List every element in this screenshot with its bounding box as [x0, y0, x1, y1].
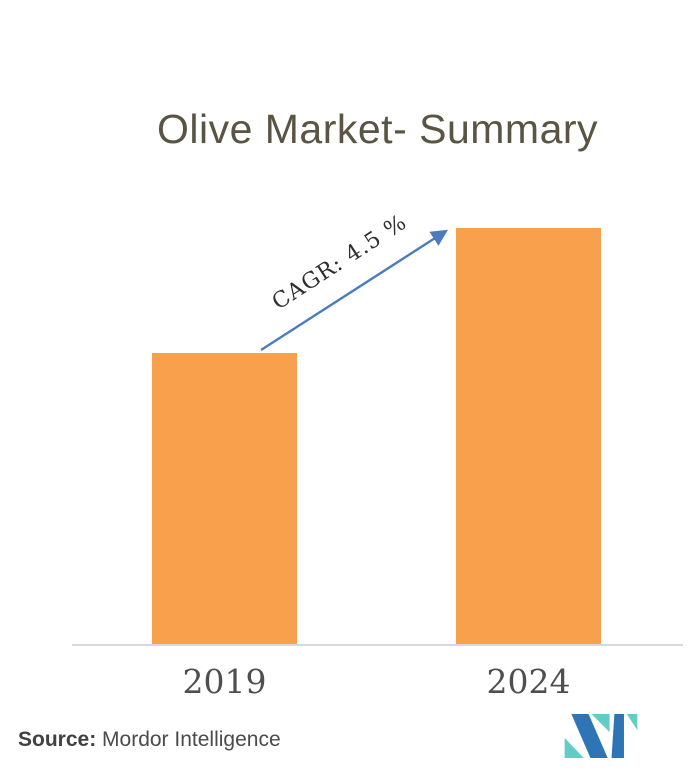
x-tick-2019: 2019: [182, 662, 267, 701]
logo-blue-bar-right: [611, 714, 624, 758]
bar-2019: [152, 353, 297, 644]
logo-teal-triangle-left: [564, 737, 584, 758]
chart-title: Olive Market- Summary: [156, 106, 599, 152]
mordor-intelligence-logo: [564, 714, 638, 758]
logo-blue-parallelogram: [571, 714, 608, 758]
x-tick-2024: 2024: [486, 662, 571, 701]
source-note: Source: Mordor Intelligence: [18, 728, 281, 752]
source-value: Mordor Intelligence: [102, 728, 281, 751]
logo-teal-triangle-right: [626, 714, 638, 731]
bar-2024: [456, 228, 601, 644]
cagr-annotation: CAGR: 4.5 %: [267, 209, 412, 316]
x-axis-line: [72, 644, 683, 646]
source-label: Source:: [18, 728, 97, 751]
